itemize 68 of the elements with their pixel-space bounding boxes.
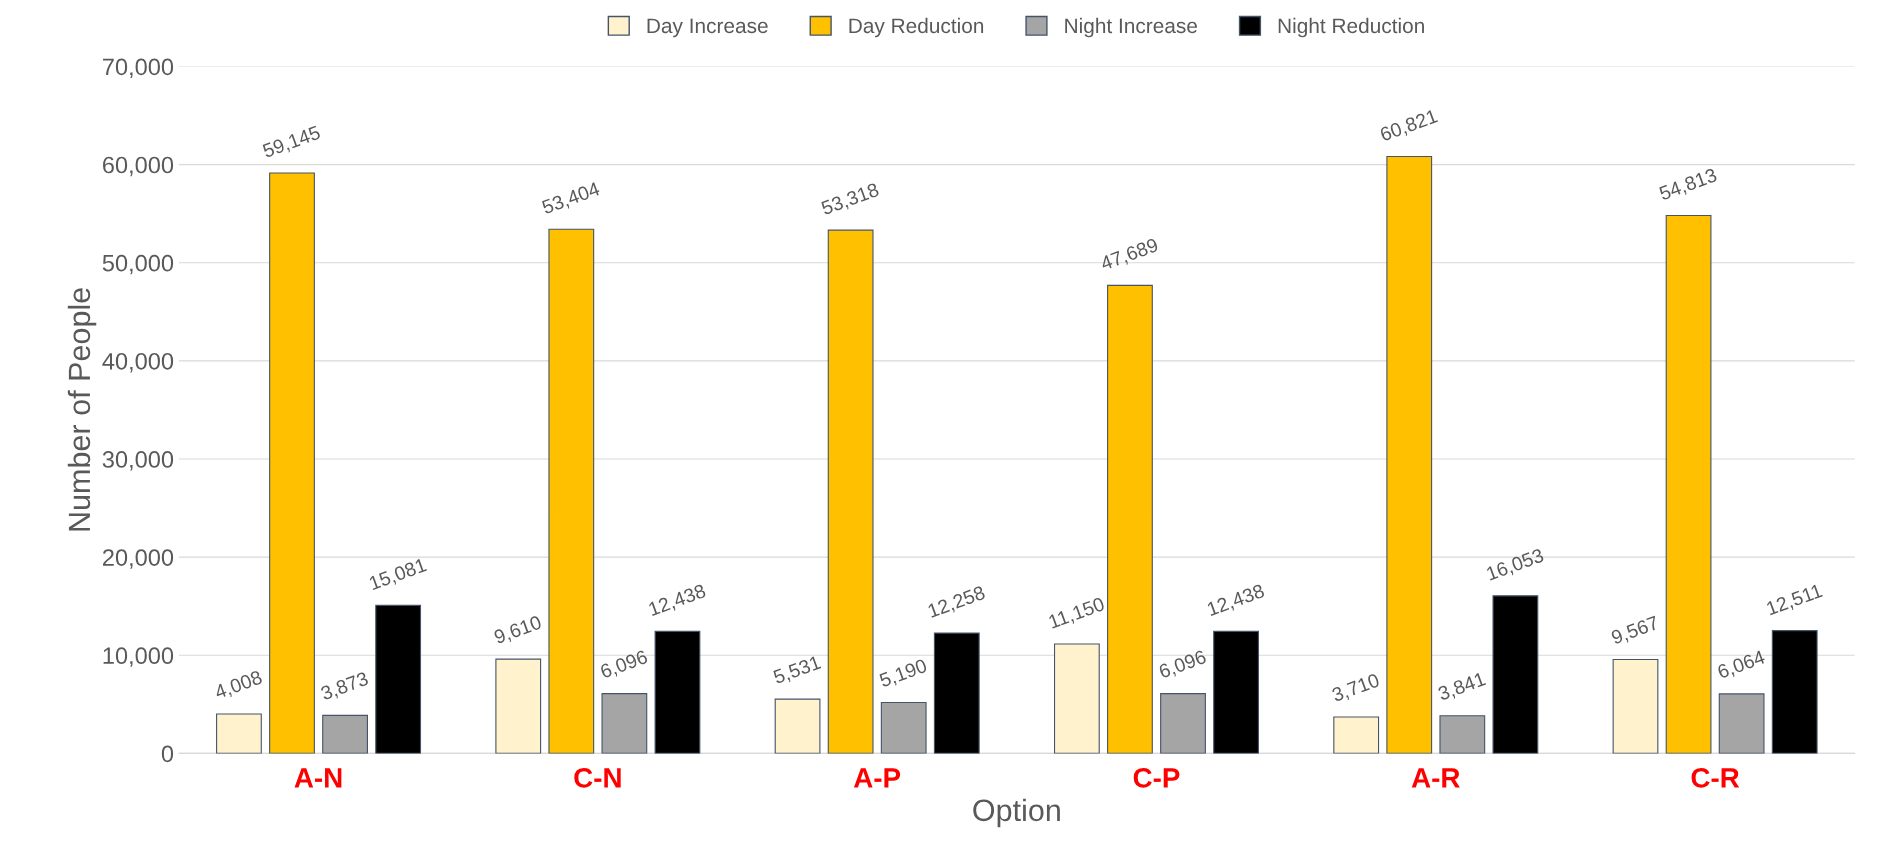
data-label: 6,096 [1158, 649, 1208, 681]
x-tick-label: C-N [574, 768, 621, 788]
x-tick-label: A-P [853, 768, 901, 788]
data-label: 5,190 [878, 658, 929, 690]
bar [1665, 214, 1712, 754]
data-label: 47,689 [1099, 237, 1160, 273]
bar [1718, 693, 1765, 754]
data-label: 53,318 [820, 182, 881, 218]
data-label: 12,438 [1206, 583, 1266, 619]
bar [1612, 658, 1659, 754]
data-label: 15,081 [368, 557, 428, 593]
y-tick-label: 60,000 [103, 156, 174, 177]
x-tick-label: A-R [1411, 768, 1460, 788]
y-tick-label: 40,000 [102, 352, 174, 373]
y-tick-label: 70,000 [103, 58, 174, 79]
y-tick-label: 10,000 [103, 647, 174, 667]
y-tick-label: 0 [161, 745, 174, 763]
data-label: 59,145 [261, 125, 322, 161]
bar [827, 229, 874, 754]
data-label: 3,873 [319, 671, 370, 703]
bar [269, 172, 315, 754]
x-tick-label: A-N [294, 768, 342, 788]
bar [880, 701, 927, 754]
bar [654, 630, 701, 754]
bar [548, 228, 595, 754]
bar [1053, 643, 1100, 754]
x-axis-title: Option [973, 798, 1060, 828]
data-label: 12,511 [1765, 583, 1824, 618]
legend-label: Day Increase [647, 18, 768, 38]
data-label: 5,531 [772, 655, 823, 687]
bar [1213, 630, 1259, 754]
data-label: 4,008 [213, 670, 264, 702]
bar [601, 693, 648, 754]
y-tick-label: 20,000 [103, 549, 174, 569]
data-label: 6,064 [1716, 649, 1767, 681]
bar [1386, 155, 1433, 754]
data-label: 16,053 [1485, 548, 1546, 583]
data-label: 54,813 [1658, 167, 1719, 203]
bar [1333, 716, 1380, 754]
legend-label: Night Increase [1065, 17, 1197, 38]
data-label: 11,150 [1048, 596, 1106, 631]
x-tick-label: C-R [1691, 768, 1740, 788]
legend-label: Night Reduction [1278, 17, 1424, 38]
data-label: 12,258 [927, 585, 987, 621]
data-label: 53,404 [541, 181, 602, 217]
bar [933, 632, 980, 754]
bar [1492, 595, 1539, 754]
data-label: 3,710 [1331, 672, 1381, 705]
bar [1771, 630, 1818, 754]
bar [216, 713, 262, 754]
data-label: 6,096 [599, 649, 650, 681]
y-tick-label: 30,000 [102, 451, 174, 471]
bar [375, 604, 422, 754]
x-tick-label: C-P [1133, 768, 1180, 788]
legend-label: Day Reduction [849, 17, 984, 38]
bar [774, 698, 821, 754]
y-axis-title: Number of People [67, 288, 97, 531]
data-label: 9,610 [493, 615, 543, 647]
data-label: 12,438 [647, 583, 708, 619]
bar [495, 658, 542, 754]
y-tick-label: 50,000 [102, 254, 174, 275]
bar [1107, 284, 1153, 754]
bar [1160, 693, 1206, 754]
bar [1439, 715, 1486, 754]
data-label: 60,821 [1379, 108, 1439, 144]
bar [322, 714, 368, 754]
data-label: 3,841 [1437, 671, 1487, 703]
data-label: 9,567 [1610, 615, 1661, 647]
